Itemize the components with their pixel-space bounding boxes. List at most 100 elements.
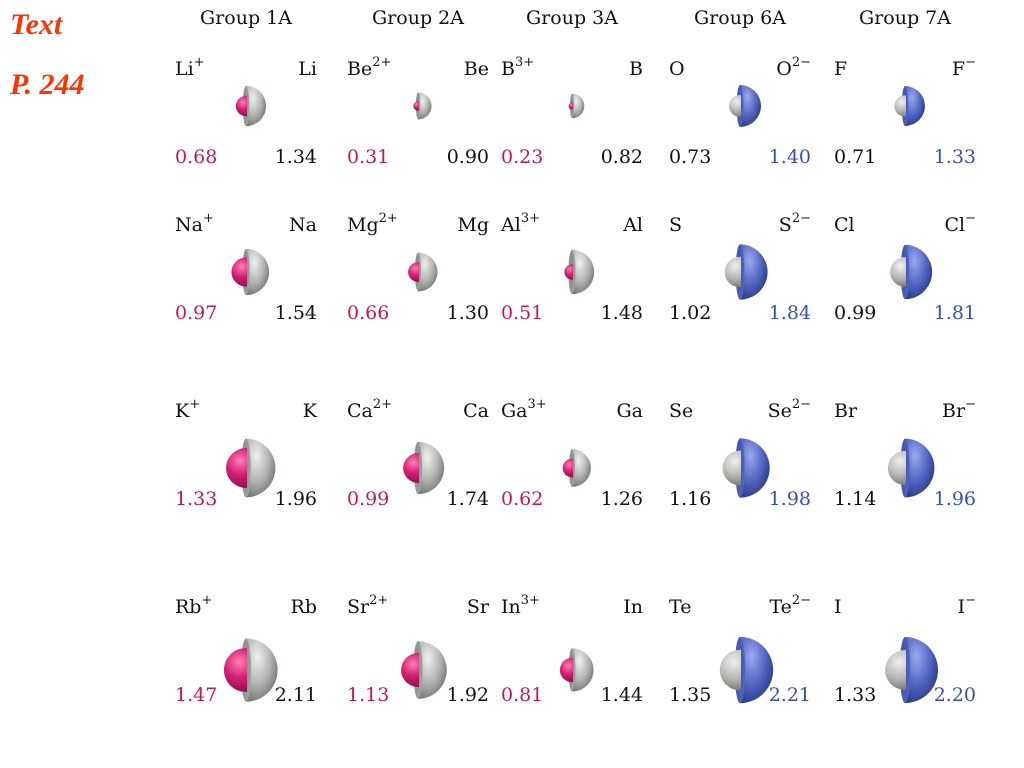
cation-sphere <box>559 657 573 683</box>
atom-radius-value: 1.44 <box>600 684 643 706</box>
group-header: Group 7A <box>859 7 951 29</box>
size-comparison-spheres <box>564 249 595 295</box>
ion-symbol-element: Cl <box>944 214 966 236</box>
neutral-atom-sphere <box>890 257 906 287</box>
atom-symbol-element: Br <box>834 400 858 422</box>
neutral-atom-sphere <box>719 649 741 691</box>
neutral-atom-hemisphere <box>418 641 447 699</box>
ion-radius-value: 0.99 <box>347 488 390 510</box>
cation-sphere <box>403 453 419 483</box>
atom-radius-value: 0.90 <box>446 146 489 168</box>
atom-radius-value: 1.14 <box>834 488 877 510</box>
ion-symbol-element: F <box>951 58 966 80</box>
ion-symbol-element: S <box>778 214 792 236</box>
element-pair-cell: Al3+ Al 0.51 1.48 <box>497 211 647 344</box>
atom-symbol-element: Te <box>669 596 692 618</box>
element-pair-cell: Cl Cl− 0.99 1.81 <box>830 212 980 344</box>
group-header: Group 6A <box>694 7 786 29</box>
atom-symbol: Te <box>669 596 691 618</box>
ion-symbol-charge: 3+ <box>520 593 540 608</box>
side-label-page: P. 244 <box>10 68 85 101</box>
ion-symbol: Mg2+ <box>347 212 398 236</box>
ion-symbol-charge: 2− <box>791 593 811 608</box>
cation-sphere <box>568 102 573 110</box>
anion-hemisphere <box>905 637 938 703</box>
ion-symbol-element: O <box>776 58 792 80</box>
atom-symbol: O <box>669 58 685 80</box>
size-comparison-spheres <box>722 438 770 498</box>
size-comparison-spheres <box>559 648 594 692</box>
atom-radius-value: 2.11 <box>274 684 317 706</box>
atom-symbol: Be <box>464 58 489 80</box>
ion-radius-value: 0.51 <box>501 302 544 324</box>
atom-radius-value: 0.71 <box>834 146 877 168</box>
ion-symbol: Ga3+ <box>501 398 547 422</box>
atom-radius-value: 1.16 <box>669 488 712 510</box>
neutral-atom-sphere <box>885 650 906 690</box>
element-pair-cell: Br Br− 1.14 1.96 <box>830 398 980 530</box>
element-pair-cell: Li+ Li 0.68 1.34 <box>171 56 321 188</box>
atom-symbol: Br <box>834 400 857 422</box>
element-pair-cell: Na+ Na 0.97 1.54 <box>171 212 321 344</box>
ion-symbol-charge: 2+ <box>369 593 389 608</box>
group-header: Group 2A <box>372 7 464 29</box>
neutral-atom-hemisphere <box>246 248 270 296</box>
cation-sphere <box>401 653 419 687</box>
neutral-atom-hemisphere <box>572 449 591 487</box>
ion-symbol: B3+ <box>501 56 534 80</box>
ion-symbol-charge: − <box>965 55 976 70</box>
element-pair-cell: S S2− 1.02 1.84 <box>665 212 815 344</box>
cation-sphere <box>235 95 247 117</box>
neutral-atom-hemisphere <box>572 249 595 295</box>
atom-symbol-element: Ga <box>616 400 643 422</box>
size-comparison-spheres <box>719 636 774 704</box>
ion-symbol-charge: 3+ <box>520 211 540 226</box>
size-comparison-spheres <box>887 438 935 498</box>
ion-symbol: Be2+ <box>347 55 392 80</box>
neutral-atom-hemisphere <box>246 438 276 498</box>
ion-symbol: Sr2+ <box>347 593 389 618</box>
element-pair-cell: Ca2+ Ca 0.99 1.74 <box>343 398 493 530</box>
element-pair-cell: B3+ B 0.23 0.82 <box>497 56 647 188</box>
ion-symbol-charge: 2+ <box>372 55 392 70</box>
size-comparison-spheres <box>223 638 278 702</box>
ion-symbol: Ca2+ <box>347 398 392 422</box>
cation-sphere <box>408 262 419 282</box>
ion-radius-value: 2.20 <box>933 684 976 706</box>
ion-symbol: In3+ <box>501 593 540 618</box>
size-comparison-spheres <box>890 244 933 300</box>
ion-symbol: S2− <box>778 212 811 236</box>
atom-symbol: Na <box>289 214 317 236</box>
cation-sphere <box>413 101 419 111</box>
ion-radius-value: 0.62 <box>501 488 544 510</box>
atom-symbol-element: Mg <box>457 214 489 236</box>
element-pair-cell: Rb+ Rb 1.47 2.11 <box>171 594 321 726</box>
size-comparison-spheres <box>231 248 270 296</box>
ion-symbol: O2− <box>776 56 811 80</box>
ion-symbol: I− <box>958 594 976 618</box>
atom-symbol-element: Li <box>298 58 317 80</box>
side-label-text: Text <box>10 8 63 41</box>
atom-radius-value: 1.26 <box>600 488 643 510</box>
size-comparison-spheres <box>885 637 938 703</box>
size-comparison-spheres <box>226 438 276 498</box>
ion-symbol-element: Te <box>769 596 792 618</box>
atom-symbol: Rb <box>291 596 317 618</box>
cation-sphere <box>562 458 573 478</box>
atom-radius-value: 1.34 <box>274 146 317 168</box>
size-comparison-spheres <box>568 93 585 119</box>
atom-radius-value: 1.33 <box>834 684 877 706</box>
ion-symbol-element: Na <box>175 214 203 236</box>
atom-symbol-element: O <box>669 58 685 80</box>
ion-symbol-charge: 2− <box>791 397 811 412</box>
ion-radius-value: 0.66 <box>347 302 390 324</box>
neutral-atom-hemisphere <box>572 648 594 692</box>
ion-radius-value: 1.81 <box>933 302 976 324</box>
ion-symbol: F− <box>951 55 976 80</box>
element-pair-cell: Be2+ Be 0.31 0.90 <box>343 55 493 188</box>
cation-sphere <box>223 647 247 693</box>
ion-symbol: Br− <box>942 398 976 422</box>
neutral-atom-sphere <box>724 256 741 288</box>
atom-symbol: I <box>834 596 842 618</box>
neutral-atom-hemisphere <box>246 638 278 702</box>
